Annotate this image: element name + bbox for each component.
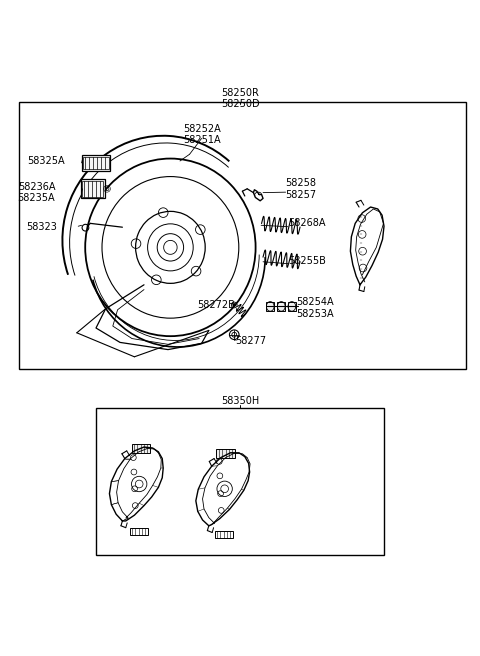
Bar <box>96 408 384 554</box>
Text: 58236A
58235A: 58236A 58235A <box>18 182 55 203</box>
Text: 58252A
58251A: 58252A 58251A <box>183 124 220 146</box>
Circle shape <box>233 304 236 306</box>
Text: 58272B: 58272B <box>197 300 235 310</box>
Bar <box>266 302 274 311</box>
Text: 58323: 58323 <box>26 222 57 232</box>
Bar <box>19 102 466 369</box>
Bar <box>82 155 110 171</box>
Text: 58268A: 58268A <box>288 218 325 228</box>
Text: 58350H: 58350H <box>221 396 259 406</box>
Bar <box>82 180 103 197</box>
Bar <box>277 302 285 311</box>
Bar <box>130 527 148 535</box>
Bar <box>81 179 105 198</box>
Bar <box>132 444 150 453</box>
Text: 58255B: 58255B <box>288 256 326 266</box>
Bar <box>288 302 296 311</box>
Bar <box>215 531 233 538</box>
Text: 58277: 58277 <box>235 337 266 346</box>
Bar <box>216 449 235 458</box>
Text: 58250R
58250D: 58250R 58250D <box>221 88 259 110</box>
Text: 58325A: 58325A <box>27 156 65 166</box>
Text: 58258
58257: 58258 58257 <box>286 178 317 199</box>
Bar <box>83 157 109 169</box>
Text: 58254A
58253A: 58254A 58253A <box>297 297 334 319</box>
